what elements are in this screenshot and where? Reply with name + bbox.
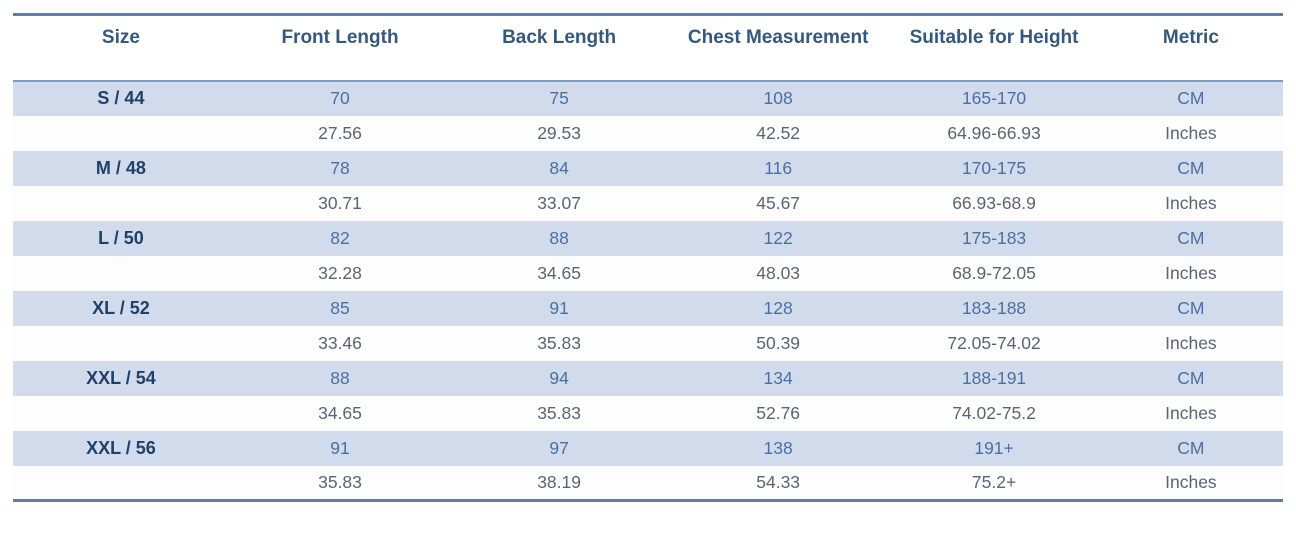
column-header-back-length: Back Length [502,27,617,48]
chest-cell: 108 [763,88,793,108]
back-length-cell: 84 [549,157,569,178]
chest-cell: 128 [763,297,793,318]
chest-cell: 138 [763,437,793,458]
chest-cell: 134 [763,367,793,388]
front-length-cell: 82 [330,227,350,248]
metric-cell: Inches [1165,471,1217,492]
metric-cell: CM [1177,367,1205,388]
metric-cell: CM [1177,437,1205,458]
size-cell [13,466,229,501]
front-length-cell: 32.28 [318,262,362,283]
size-chart-container: Size Front Length Back Length Chest Meas… [13,13,1283,502]
table-row-s44-inches: 27.56 29.53 42.52 64.96-66.93 Inches [13,115,1283,151]
chest-cell: 122 [763,227,793,248]
height-cell: 191+ [974,437,1014,458]
back-length-cell: 91 [549,297,569,318]
front-length-cell: 30.71 [318,192,362,213]
height-cell: 188-191 [961,367,1027,388]
chest-cell: 116 [764,157,793,178]
size-cell [13,396,229,431]
back-length-cell: 35.83 [537,402,581,423]
back-length-cell: 33.07 [537,192,581,213]
back-length-cell: 29.53 [537,122,581,143]
height-cell: 175-183 [961,227,1027,248]
size-cell: XXL / 54 [86,367,156,388]
height-cell: 72.05-74.02 [947,332,1041,353]
metric-cell: Inches [1165,192,1217,213]
table-row-xxl54-cm: XXL / 54 88 94 134 188-191 CM [13,360,1283,396]
height-cell: 74.02-75.2 [952,402,1036,423]
height-cell: 165-170 [961,88,1027,108]
table-row-xl52-cm: XL / 52 85 91 128 183-188 CM [13,290,1283,326]
height-cell: 68.9-72.05 [952,262,1036,283]
metric-cell: CM [1177,297,1205,318]
header-row: Size Front Length Back Length Chest Meas… [13,15,1283,81]
back-length-cell: 94 [549,367,569,388]
back-length-cell: 88 [549,227,569,248]
column-header-size: Size [101,27,140,48]
back-length-cell: 35.83 [537,332,581,353]
table-row-s44-cm: S / 44 70 75 108 165-170 CM [13,80,1283,116]
table-row-xxl56-inches: 35.83 38.19 54.33 75.2+ Inches [13,465,1283,501]
back-length-cell: 34.65 [537,262,581,283]
size-cell: XXL / 56 [86,437,156,458]
table-row-xl52-inches: 33.46 35.83 50.39 72.05-74.02 Inches [13,325,1283,361]
metric-cell: Inches [1165,122,1217,143]
front-length-cell: 35.83 [318,471,362,492]
size-cell: L / 50 [98,227,144,248]
chest-cell: 45.67 [756,192,801,213]
table-row-m48-inches: 30.71 33.07 45.67 66.93-68.9 Inches [13,185,1283,221]
size-cell [13,186,229,221]
size-cell [13,256,229,291]
chest-cell: 42.52 [756,122,801,143]
table-row-l50-inches: 32.28 34.65 48.03 68.9-72.05 Inches [13,255,1283,291]
metric-cell: CM [1177,227,1205,248]
front-length-cell: 27.56 [318,122,362,143]
metric-cell: Inches [1165,402,1217,423]
column-header-chest-measurement: Chest Measurement [687,27,869,48]
size-cell [13,326,229,361]
column-header-front-length: Front Length [281,27,399,48]
chest-cell: 52.76 [756,402,801,423]
back-length-cell: 97 [549,437,569,458]
size-cell: XL / 52 [92,297,150,318]
height-cell: 64.96-66.93 [947,122,1041,143]
front-length-cell: 78 [330,157,350,178]
front-length-cell: 85 [330,297,350,318]
chest-cell: 50.39 [756,332,801,353]
table-row-l50-cm: L / 50 82 88 122 175-183 CM [13,220,1283,256]
height-cell: 183-188 [961,297,1027,318]
column-header-suitable-height: Suitable for Height [909,27,1079,48]
back-length-cell: 75 [549,88,569,108]
column-header-metric: Metric [1162,27,1219,48]
front-length-cell: 88 [330,367,350,388]
metric-cell: Inches [1165,332,1217,353]
metric-cell: Inches [1165,262,1217,283]
height-cell: 170-175 [961,157,1027,178]
size-cell: M / 48 [95,157,146,178]
chest-cell: 48.03 [756,262,801,283]
size-cell: S / 44 [97,88,145,108]
chest-cell: 54.33 [756,471,801,492]
table-row-xxl56-cm: XXL / 56 91 97 138 191+ CM [13,430,1283,466]
height-cell: 66.93-68.9 [952,192,1036,213]
front-length-cell: 33.46 [318,332,362,353]
height-cell: 75.2+ [971,471,1017,492]
size-chart-table: Size Front Length Back Length Chest Meas… [13,13,1283,502]
table-row-xxl54-inches: 34.65 35.83 52.76 74.02-75.2 Inches [13,395,1283,431]
front-length-cell: 70 [330,88,350,108]
metric-cell: CM [1177,157,1205,178]
table-row-m48-cm: M / 48 78 84 116 170-175 CM [13,150,1283,186]
size-cell [13,116,229,151]
metric-cell: CM [1177,88,1205,108]
front-length-cell: 34.65 [318,402,362,423]
back-length-cell: 38.19 [537,471,581,492]
front-length-cell: 91 [330,437,350,458]
